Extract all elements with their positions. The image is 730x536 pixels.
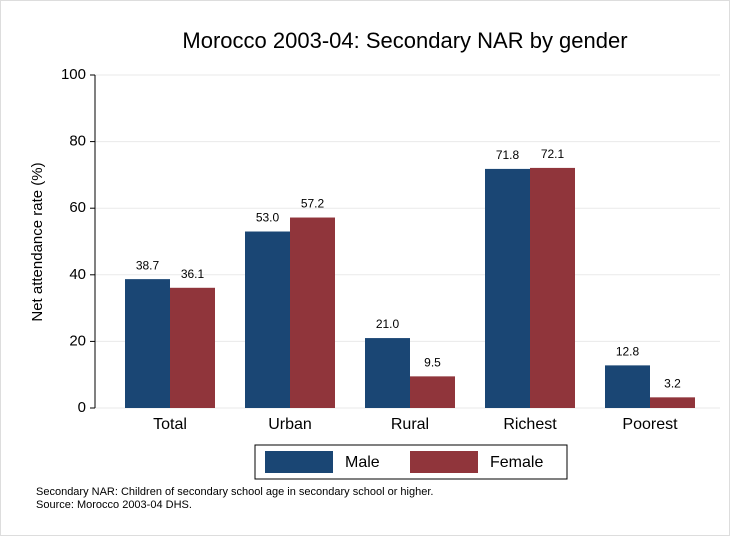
x-tick-label: Poorest [622, 416, 678, 433]
x-tick-label: Rural [391, 416, 429, 433]
note: Source: Morocco 2003-04 DHS. [36, 499, 192, 511]
bar [485, 168, 530, 408]
y-axis-title: Net attendance rate (%) [29, 162, 46, 321]
bar [170, 287, 215, 408]
y-tick-label: 60 [69, 199, 86, 216]
bar [245, 231, 290, 408]
value-label: 71.8 [496, 148, 520, 162]
value-label: 72.1 [541, 147, 565, 161]
bar [410, 376, 455, 408]
bar [530, 167, 575, 408]
bar [125, 279, 170, 408]
legend-label: Male [345, 454, 380, 471]
value-label: 38.7 [136, 258, 160, 272]
legend-swatch [265, 451, 333, 473]
y-tick-label: 80 [69, 133, 86, 150]
x-tick-label: Urban [268, 416, 312, 433]
bar [365, 338, 410, 408]
y-tick-label: 40 [69, 266, 86, 283]
value-label: 12.8 [616, 345, 640, 359]
y-tick-label: 100 [61, 66, 86, 83]
legend-swatch [410, 451, 478, 473]
x-tick-label: Richest [503, 416, 557, 433]
bar [650, 397, 695, 408]
x-tick-label: Total [153, 416, 187, 433]
value-label: 53.0 [256, 211, 280, 225]
value-label: 9.5 [424, 356, 441, 370]
value-label: 57.2 [301, 197, 325, 211]
y-tick-label: 20 [69, 332, 86, 349]
legend-label: Female [490, 454, 543, 471]
value-label: 36.1 [181, 267, 205, 281]
bar [290, 217, 335, 408]
chart-title: Morocco 2003-04: Secondary NAR by gender [182, 28, 627, 53]
note: Secondary NAR: Children of secondary sch… [36, 486, 433, 498]
bar [605, 365, 650, 408]
value-label: 21.0 [376, 317, 400, 331]
y-tick-label: 0 [78, 399, 86, 416]
value-label: 3.2 [664, 377, 681, 391]
